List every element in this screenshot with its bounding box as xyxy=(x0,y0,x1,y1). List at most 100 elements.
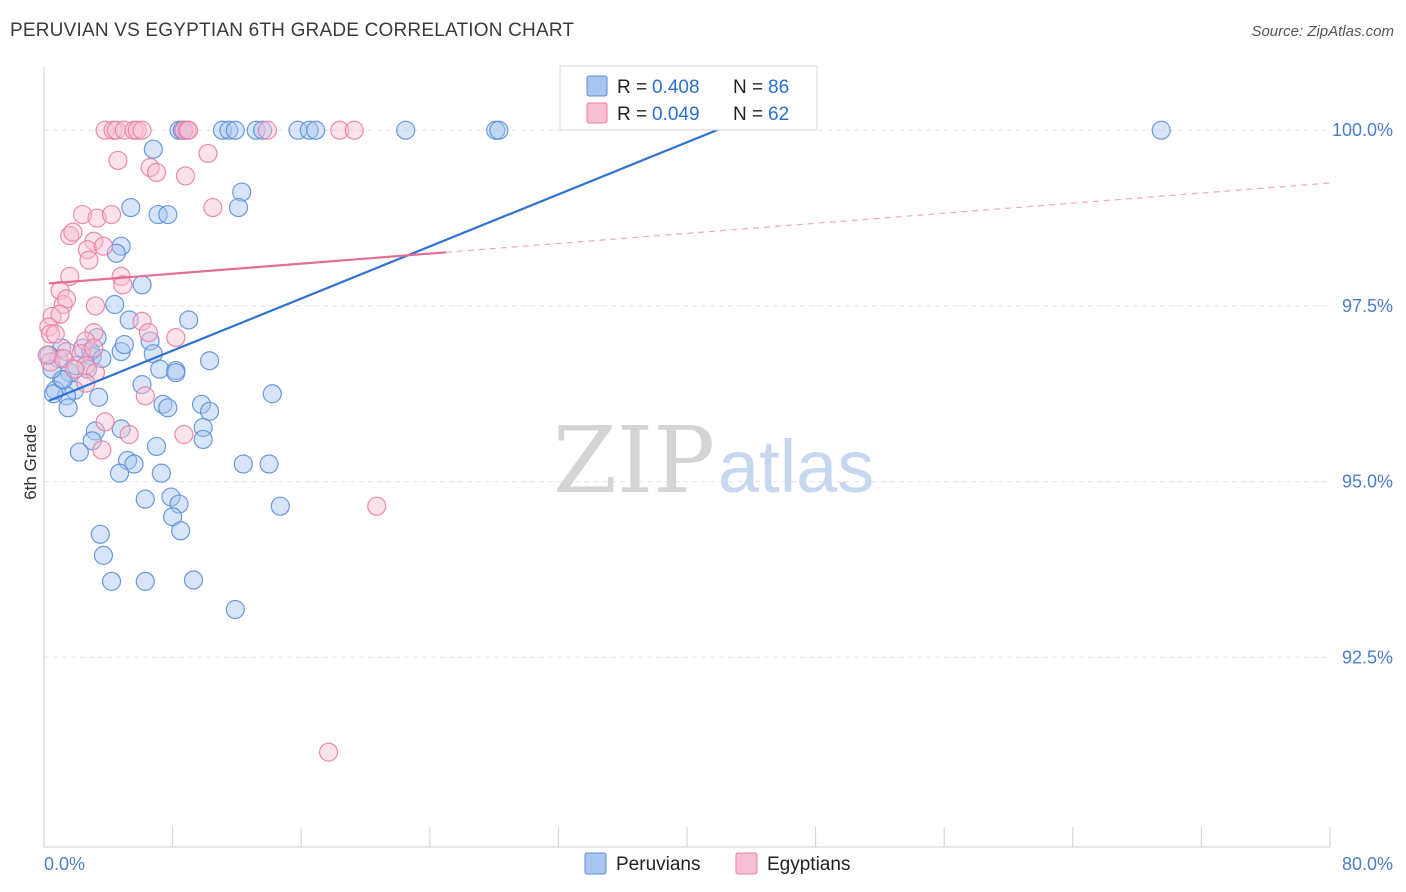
series-name-peruvians: Peruvians xyxy=(616,854,701,875)
point-egyptians xyxy=(40,324,61,344)
point-peruvians xyxy=(193,429,213,450)
legend-swatch-egyptians xyxy=(586,102,608,124)
point-peruvians xyxy=(158,204,178,225)
point-peruvians xyxy=(146,436,167,457)
point-egyptians xyxy=(135,386,155,406)
point-peruvians xyxy=(233,454,253,474)
watermark: ZIP atlas xyxy=(553,407,874,514)
point-peruvians xyxy=(262,384,282,404)
point-peruvians xyxy=(105,294,125,315)
point-peruvians xyxy=(121,197,141,218)
point-egyptians xyxy=(63,222,83,242)
point-egyptians xyxy=(92,440,112,460)
series-swatch-peruvians xyxy=(584,852,607,875)
point-egyptians xyxy=(101,204,122,225)
point-peruvians xyxy=(199,351,220,371)
point-peruvians xyxy=(299,120,319,140)
trend-lines xyxy=(48,115,1331,402)
legend-swatch-peruvians xyxy=(586,75,608,97)
point-peruvians xyxy=(306,120,326,140)
point-peruvians xyxy=(169,494,189,514)
point-egyptians xyxy=(367,496,387,516)
point-egyptians xyxy=(95,120,115,140)
point-peruvians xyxy=(246,120,266,140)
point-peruvians xyxy=(179,310,199,330)
point-egyptians xyxy=(203,197,223,218)
legend-r-peruvians: 0.408 xyxy=(652,77,700,98)
point-peruvians xyxy=(109,463,130,483)
point-egyptians xyxy=(166,327,186,348)
series-legend: Peruvians Egyptians xyxy=(584,852,850,875)
legend-n-label-egyptians: N = xyxy=(733,104,763,125)
point-peruvians xyxy=(158,398,178,418)
point-peruvians xyxy=(69,442,89,462)
point-egyptians xyxy=(93,236,114,256)
x-tick-label-min: 0.0% xyxy=(44,854,85,874)
point-egyptians xyxy=(37,345,57,365)
point-peruvians xyxy=(132,375,152,395)
point-peruvians xyxy=(219,120,239,140)
point-egyptians xyxy=(95,412,115,432)
point-peruvians xyxy=(225,599,245,620)
trend-line-extension-egyptians xyxy=(445,182,1331,253)
y-tick-label: 95.0% xyxy=(1342,472,1393,492)
point-peruvians xyxy=(150,359,170,379)
y-tick-label: 97.5% xyxy=(1342,296,1393,316)
point-egyptians xyxy=(64,359,85,379)
legend-r-label-peruvians: R = xyxy=(617,77,647,98)
trend-line-peruvians xyxy=(48,115,752,402)
x-tick-labels: 0.0% 80.0% xyxy=(44,854,1393,874)
point-peruvians xyxy=(151,463,171,483)
point-peruvians xyxy=(396,120,416,140)
point-egyptians xyxy=(198,143,218,164)
point-egyptians xyxy=(60,226,80,246)
point-egyptians xyxy=(132,311,152,331)
point-peruvians xyxy=(143,139,163,159)
point-peruvians xyxy=(489,120,509,140)
point-peruvians xyxy=(166,363,186,383)
point-egyptians xyxy=(146,162,167,183)
point-egyptians xyxy=(330,120,350,140)
point-egyptians xyxy=(87,208,107,228)
point-egyptians xyxy=(174,424,194,445)
point-peruvians xyxy=(101,571,122,591)
stats-legend: R = 0.408 N = 86 R = 0.049 N = 62 xyxy=(559,65,818,131)
point-peruvians xyxy=(191,394,212,414)
y-tick-label: 92.5% xyxy=(1342,647,1393,667)
point-peruvians xyxy=(225,120,245,140)
y-axis-label: 6th Grade xyxy=(21,424,40,500)
point-peruvians xyxy=(132,275,152,295)
legend-n-label-peruvians: N = xyxy=(733,77,763,98)
point-peruvians xyxy=(44,384,64,404)
y-tick-labels: 100.0% 97.5% 95.0% 92.5% xyxy=(1332,120,1393,667)
point-egyptians xyxy=(79,250,99,270)
point-peruvians xyxy=(93,545,114,565)
x-tick-label-max: 80.0% xyxy=(1342,854,1393,874)
trend-line-egyptians xyxy=(48,251,446,285)
point-peruvians xyxy=(89,387,109,407)
legend-n-egyptians: 62 xyxy=(768,104,789,125)
point-peruvians xyxy=(228,197,249,218)
point-peruvians xyxy=(148,204,168,225)
point-peruvians xyxy=(253,120,273,140)
point-peruvians xyxy=(199,401,220,421)
axes xyxy=(43,67,1331,848)
point-peruvians xyxy=(92,349,112,369)
point-peruvians xyxy=(90,524,110,544)
point-egyptians xyxy=(119,424,139,445)
point-peruvians xyxy=(1151,120,1171,140)
point-peruvians xyxy=(124,454,144,474)
point-egyptians xyxy=(85,296,106,316)
data-points xyxy=(37,120,1171,762)
point-egyptians xyxy=(108,150,128,171)
point-egyptians xyxy=(257,120,278,140)
point-peruvians xyxy=(232,182,252,202)
series-name-egyptians: Egyptians xyxy=(767,854,850,875)
point-egyptians xyxy=(76,331,96,351)
watermark-zip: ZIP xyxy=(553,407,715,514)
point-egyptians xyxy=(318,742,339,762)
y-tick-label: 100.0% xyxy=(1332,120,1393,140)
point-peruvians xyxy=(135,571,155,591)
source-credit: Source: ZipAtlas.com xyxy=(1251,23,1394,40)
